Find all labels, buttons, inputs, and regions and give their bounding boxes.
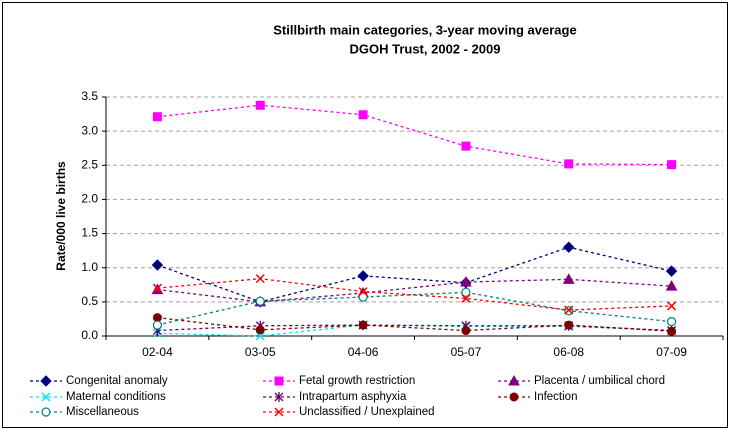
- data-point: [255, 100, 265, 110]
- data-point: [358, 287, 368, 297]
- x-tick-label: 04-06: [348, 345, 379, 359]
- data-point: [665, 265, 678, 277]
- legend-marker: [41, 407, 51, 417]
- data-point: [358, 110, 368, 120]
- y-tick-label: 1.0: [81, 260, 98, 274]
- data-point: [667, 160, 677, 170]
- data-point: [564, 159, 574, 169]
- data-point: [151, 259, 164, 271]
- x-tick-label: 07-09: [656, 345, 687, 359]
- y-tick-label: 2.5: [81, 157, 98, 171]
- x-tick-label: 03-05: [245, 345, 276, 359]
- data-point: [461, 141, 471, 151]
- legend-label: Maternal conditions: [66, 391, 166, 403]
- y-tick-label: 1.5: [81, 226, 98, 240]
- legend-label: Congenital anomaly: [66, 375, 168, 387]
- chart-title: Stillbirth main categories, 3-year movin…: [273, 22, 576, 37]
- legend-marker: [274, 392, 284, 402]
- legend-label: Miscellaneous: [66, 406, 139, 418]
- y-tick-label: 0.5: [81, 294, 98, 308]
- legend-label: Placenta / umbilical chord: [534, 375, 665, 387]
- x-tick-label: 02-04: [142, 345, 173, 359]
- data-point: [667, 301, 677, 311]
- data-point: [665, 280, 678, 291]
- legend-marker: [40, 375, 52, 387]
- data-point: [562, 273, 575, 284]
- data-point: [152, 320, 163, 330]
- legend-marker: [508, 374, 520, 386]
- y-tick-label: 3.0: [81, 123, 98, 137]
- series-line: [157, 278, 672, 303]
- series-line: [157, 316, 672, 332]
- x-tick-label: 06-08: [553, 345, 584, 359]
- series-line: [157, 324, 672, 337]
- y-tick-label: 3.5: [81, 89, 98, 103]
- data-point: [564, 305, 574, 315]
- legend-label: Fetal growth restriction: [299, 375, 415, 387]
- data-point: [255, 325, 265, 335]
- data-point: [152, 112, 162, 122]
- chart-subtitle: DGOH Trust, 2002 - 2009: [349, 41, 500, 56]
- legend-label: Infection: [534, 391, 577, 403]
- data-point: [255, 274, 265, 284]
- series-line: [157, 246, 672, 303]
- data-point: [667, 326, 677, 336]
- data-point: [563, 241, 575, 253]
- data-point: [564, 320, 574, 330]
- data-point: [358, 320, 368, 330]
- data-point: [152, 283, 162, 293]
- y-tick-label: 2.0: [81, 192, 98, 206]
- legend-marker: [509, 392, 519, 402]
- data-point: [666, 317, 677, 327]
- legend-marker: [41, 392, 51, 402]
- series-line: [157, 324, 672, 332]
- data-point: [357, 270, 369, 282]
- y-tick-label: 0.0: [81, 328, 98, 342]
- legend-label: Intrapartum asphyxia: [299, 391, 407, 403]
- legend-marker: [274, 407, 284, 417]
- data-point: [461, 293, 471, 303]
- series-line: [157, 104, 672, 166]
- data-point: [461, 326, 471, 336]
- x-tick-label: 05-07: [451, 345, 482, 359]
- data-point: [152, 313, 162, 323]
- series-line: [157, 277, 672, 311]
- legend-marker: [274, 376, 284, 386]
- data-point: [460, 276, 472, 287]
- y-axis-title: Rate/000 live births: [54, 161, 68, 271]
- data-point: [255, 296, 265, 306]
- legend-label: Unclassified / Unexplained: [299, 406, 435, 418]
